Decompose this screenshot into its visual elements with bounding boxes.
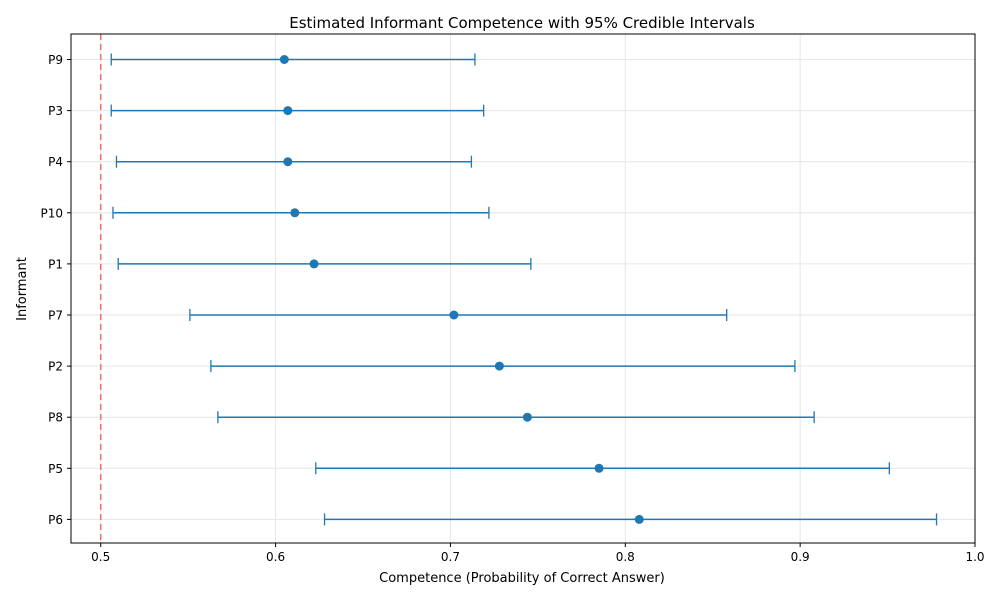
error-bar-p8 <box>217 411 815 424</box>
estimate-point-p7 <box>449 310 459 320</box>
x-tick-label: 0.7 <box>441 550 460 564</box>
x-tick-label: 0.5 <box>91 550 110 564</box>
error-bars <box>110 53 938 526</box>
y-tick-label: P7 <box>48 309 63 323</box>
y-axis-label: Informant <box>15 257 30 321</box>
x-tick-label: 0.8 <box>616 550 635 564</box>
estimate-point-p2 <box>494 361 504 371</box>
y-tick-label: P10 <box>40 206 63 220</box>
error-bar-p6 <box>323 513 938 526</box>
y-tick-label: P6 <box>48 513 63 527</box>
y-tick-label: P3 <box>48 104 63 118</box>
estimate-points <box>279 55 644 524</box>
estimate-point-p4 <box>283 157 293 167</box>
error-bar-p10 <box>112 206 490 219</box>
estimate-point-p8 <box>522 412 532 422</box>
x-tick-label: 0.9 <box>791 550 810 564</box>
y-axis-ticks: P9 P3 P4 P10 P1 P7 P2 P8 P5 P6 <box>40 53 71 527</box>
estimate-point-p1 <box>309 259 319 269</box>
estimate-point-p6 <box>634 514 644 524</box>
x-axis-ticks: 0.5 0.6 0.7 0.8 0.9 1.0 <box>91 543 985 564</box>
y-tick-label: P5 <box>48 462 63 476</box>
error-bar-p3 <box>110 104 485 117</box>
y-tick-label: P1 <box>48 257 63 271</box>
x-tick-label: 0.6 <box>266 550 285 564</box>
y-tick-label: P8 <box>48 411 63 425</box>
y-tick-label: P9 <box>48 53 63 67</box>
x-axis-label: Competence (Probability of Correct Answe… <box>379 571 665 586</box>
error-bar-p4 <box>115 155 473 168</box>
error-bar-p9 <box>110 53 476 66</box>
estimate-point-p3 <box>283 106 293 116</box>
estimate-point-p10 <box>290 208 300 218</box>
x-tick-label: 1.0 <box>965 550 984 564</box>
y-tick-label: P2 <box>48 360 63 374</box>
estimate-point-p5 <box>594 463 604 473</box>
plot-frame <box>70 33 976 544</box>
error-bar-p1 <box>117 257 532 270</box>
y-tick-label: P4 <box>48 155 63 169</box>
chart-title: Estimated Informant Competence with 95% … <box>289 14 755 32</box>
estimate-point-p9 <box>279 55 289 64</box>
